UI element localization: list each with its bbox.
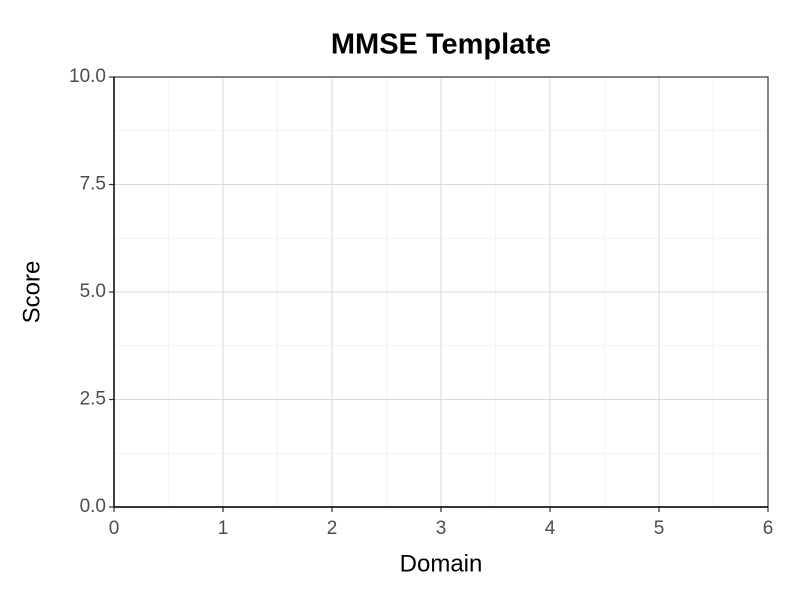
- x-tick-label: 2: [327, 518, 338, 539]
- y-axis-label: Score: [18, 261, 45, 324]
- y-tick-label: 0.0: [80, 496, 106, 517]
- x-tick-label: 6: [763, 518, 774, 539]
- x-tick-label: 3: [436, 518, 447, 539]
- y-tick-label: 5.0: [80, 281, 106, 302]
- x-axis-label: Domain: [400, 550, 483, 577]
- x-tick-label: 1: [218, 518, 229, 539]
- x-tick-label: 5: [654, 518, 665, 539]
- x-tick-label: 4: [545, 518, 556, 539]
- y-tick-label: 2.5: [80, 389, 106, 410]
- y-tick-label: 7.5: [80, 174, 106, 195]
- chart-title: MMSE Template: [331, 29, 551, 61]
- x-tick-label: 0: [109, 518, 120, 539]
- y-tick-label: 10.0: [69, 66, 106, 87]
